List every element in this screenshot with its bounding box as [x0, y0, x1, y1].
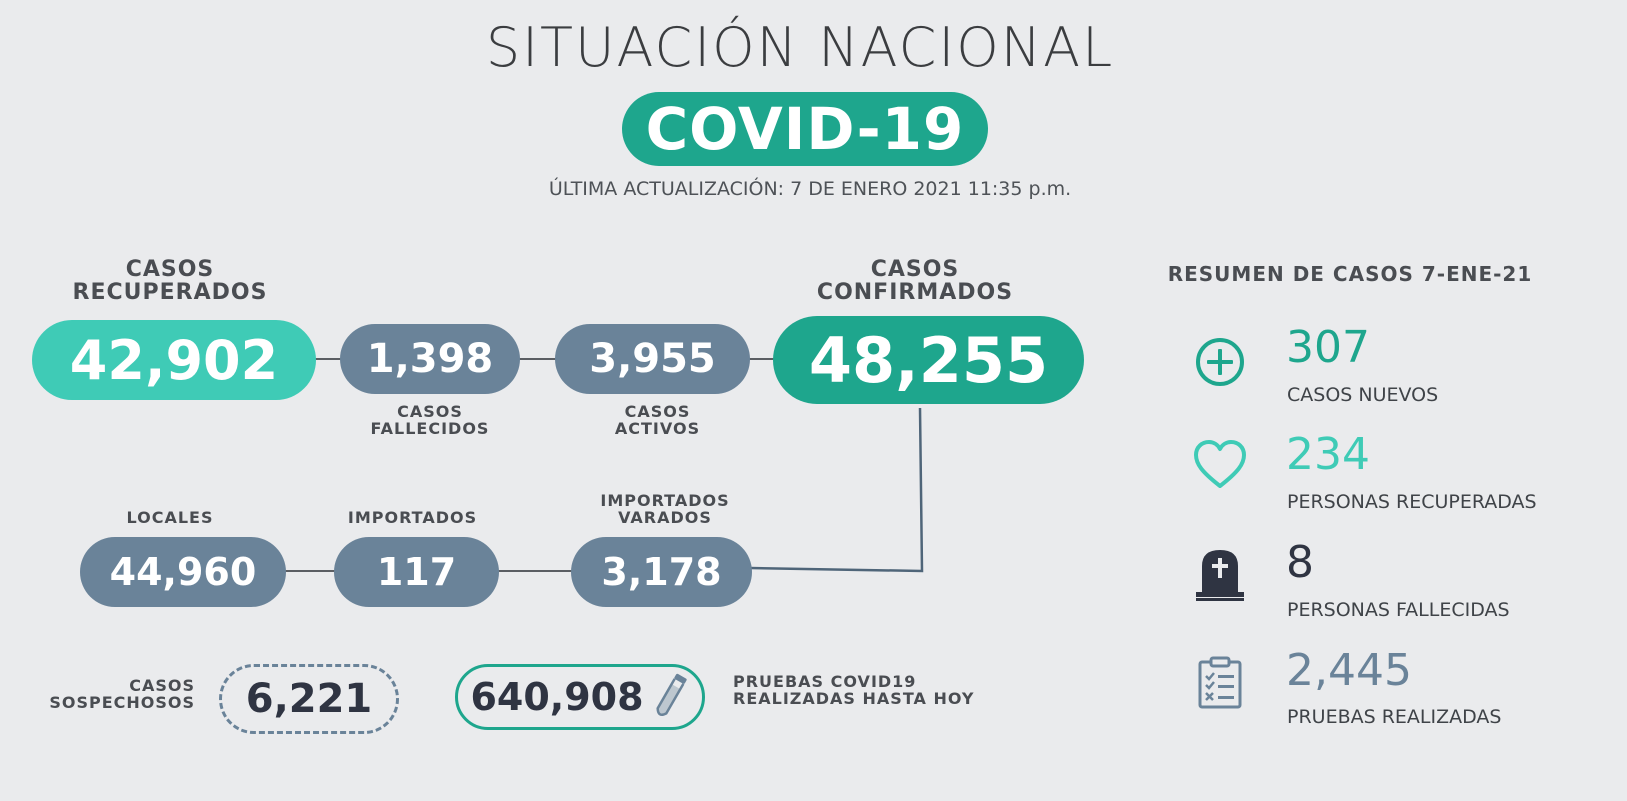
importados-varados-label: IMPORTADOS VARADOS	[600, 491, 730, 527]
fallecidos-label: CASOS FALLECIDOS	[370, 402, 490, 438]
connector-confirmados-varados	[749, 407, 924, 573]
pruebas-realizadas-label: PRUEBAS REALIZADAS	[1287, 706, 1502, 728]
sospechosos-label: CASOS SOSPECHOSOS	[49, 676, 195, 712]
covid-badge: COVID-19	[622, 92, 988, 166]
personas-recuperadas-value: 234	[1286, 429, 1370, 480]
confirmados-value: 48,255	[773, 316, 1084, 404]
activos-value: 3,955	[555, 324, 750, 394]
pruebas-realizadas-value: 2,445	[1286, 645, 1412, 696]
activos-label: CASOS ACTIVOS	[614, 402, 701, 438]
pruebas-label: PRUEBAS COVID19 REALIZADAS HASTA HOY	[733, 672, 975, 708]
recuperados-label: CASOS RECUPERADOS	[72, 257, 268, 306]
last-updated: ÚLTIMA ACTUALIZACIÓN: 7 DE ENERO 2021 11…	[548, 178, 1072, 200]
personas-recuperadas-label: PERSONAS RECUPERADAS	[1287, 491, 1537, 513]
importados-label: IMPORTADOS	[347, 508, 478, 527]
pruebas-total: 640,908	[455, 664, 705, 730]
page-title: SITUACIÓN NACIONAL	[485, 16, 1115, 79]
casos-nuevos-label: CASOS NUEVOS	[1287, 384, 1439, 406]
importados-varados-value: 3,178	[571, 537, 752, 607]
test-tube-icon	[655, 673, 687, 716]
locales-label: LOCALES	[126, 508, 214, 527]
heart-icon	[1194, 440, 1246, 488]
locales-value: 44,960	[80, 537, 286, 607]
personas-fallecidas-label: PERSONAS FALLECIDAS	[1287, 599, 1510, 621]
connector-line	[310, 358, 780, 360]
summary-title: RESUMEN DE CASOS 7-ENE-21	[1167, 262, 1533, 286]
confirmados-label: CASOS CONFIRMADOS	[816, 257, 1014, 306]
clipboard-checklist-icon	[1198, 656, 1242, 709]
casos-nuevos-value: 307	[1286, 322, 1370, 373]
importados-value: 117	[334, 537, 499, 607]
tombstone-icon	[1196, 550, 1244, 601]
recuperados-value: 42,902	[32, 320, 316, 400]
plus-circle-icon	[1196, 338, 1244, 386]
sospechosos-value: 6,221	[219, 664, 399, 734]
personas-fallecidas-value: 8	[1286, 537, 1314, 588]
pruebas-value: 640,908	[470, 675, 644, 719]
fallecidos-value: 1,398	[340, 324, 520, 394]
